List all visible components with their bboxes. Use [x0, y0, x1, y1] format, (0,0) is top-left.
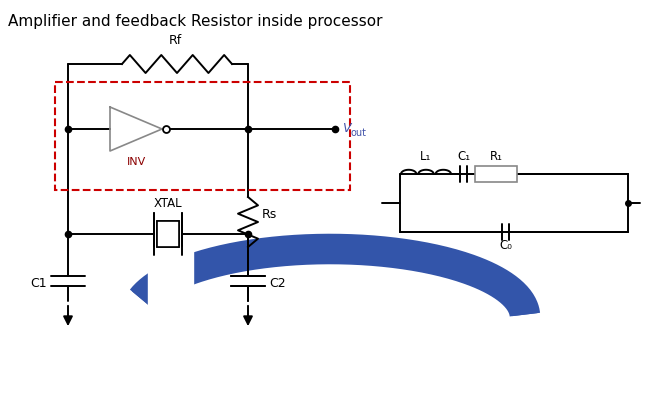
Bar [475, 166, 517, 182]
Bar [148, 247, 193, 327]
Text: Rs: Rs [262, 208, 277, 221]
Text: C2: C2 [269, 277, 286, 290]
Text: C₁: C₁ [457, 150, 470, 162]
Text: V: V [342, 122, 350, 135]
Text: INV: INV [126, 157, 146, 166]
Bar [55, 83, 350, 190]
Text: Amplifier and feedback Resistor inside processor: Amplifier and feedback Resistor inside p… [8, 14, 382, 29]
Text: C1: C1 [30, 277, 47, 290]
Text: L₁: L₁ [421, 150, 432, 162]
Text: C₀: C₀ [499, 239, 512, 251]
Bar [157, 221, 179, 247]
Bar [157, 221, 179, 247]
Text: out: out [351, 128, 367, 138]
Text: XTAL: XTAL [154, 196, 183, 209]
Text: R₁: R₁ [490, 150, 502, 162]
Text: Rf: Rf [168, 34, 182, 47]
